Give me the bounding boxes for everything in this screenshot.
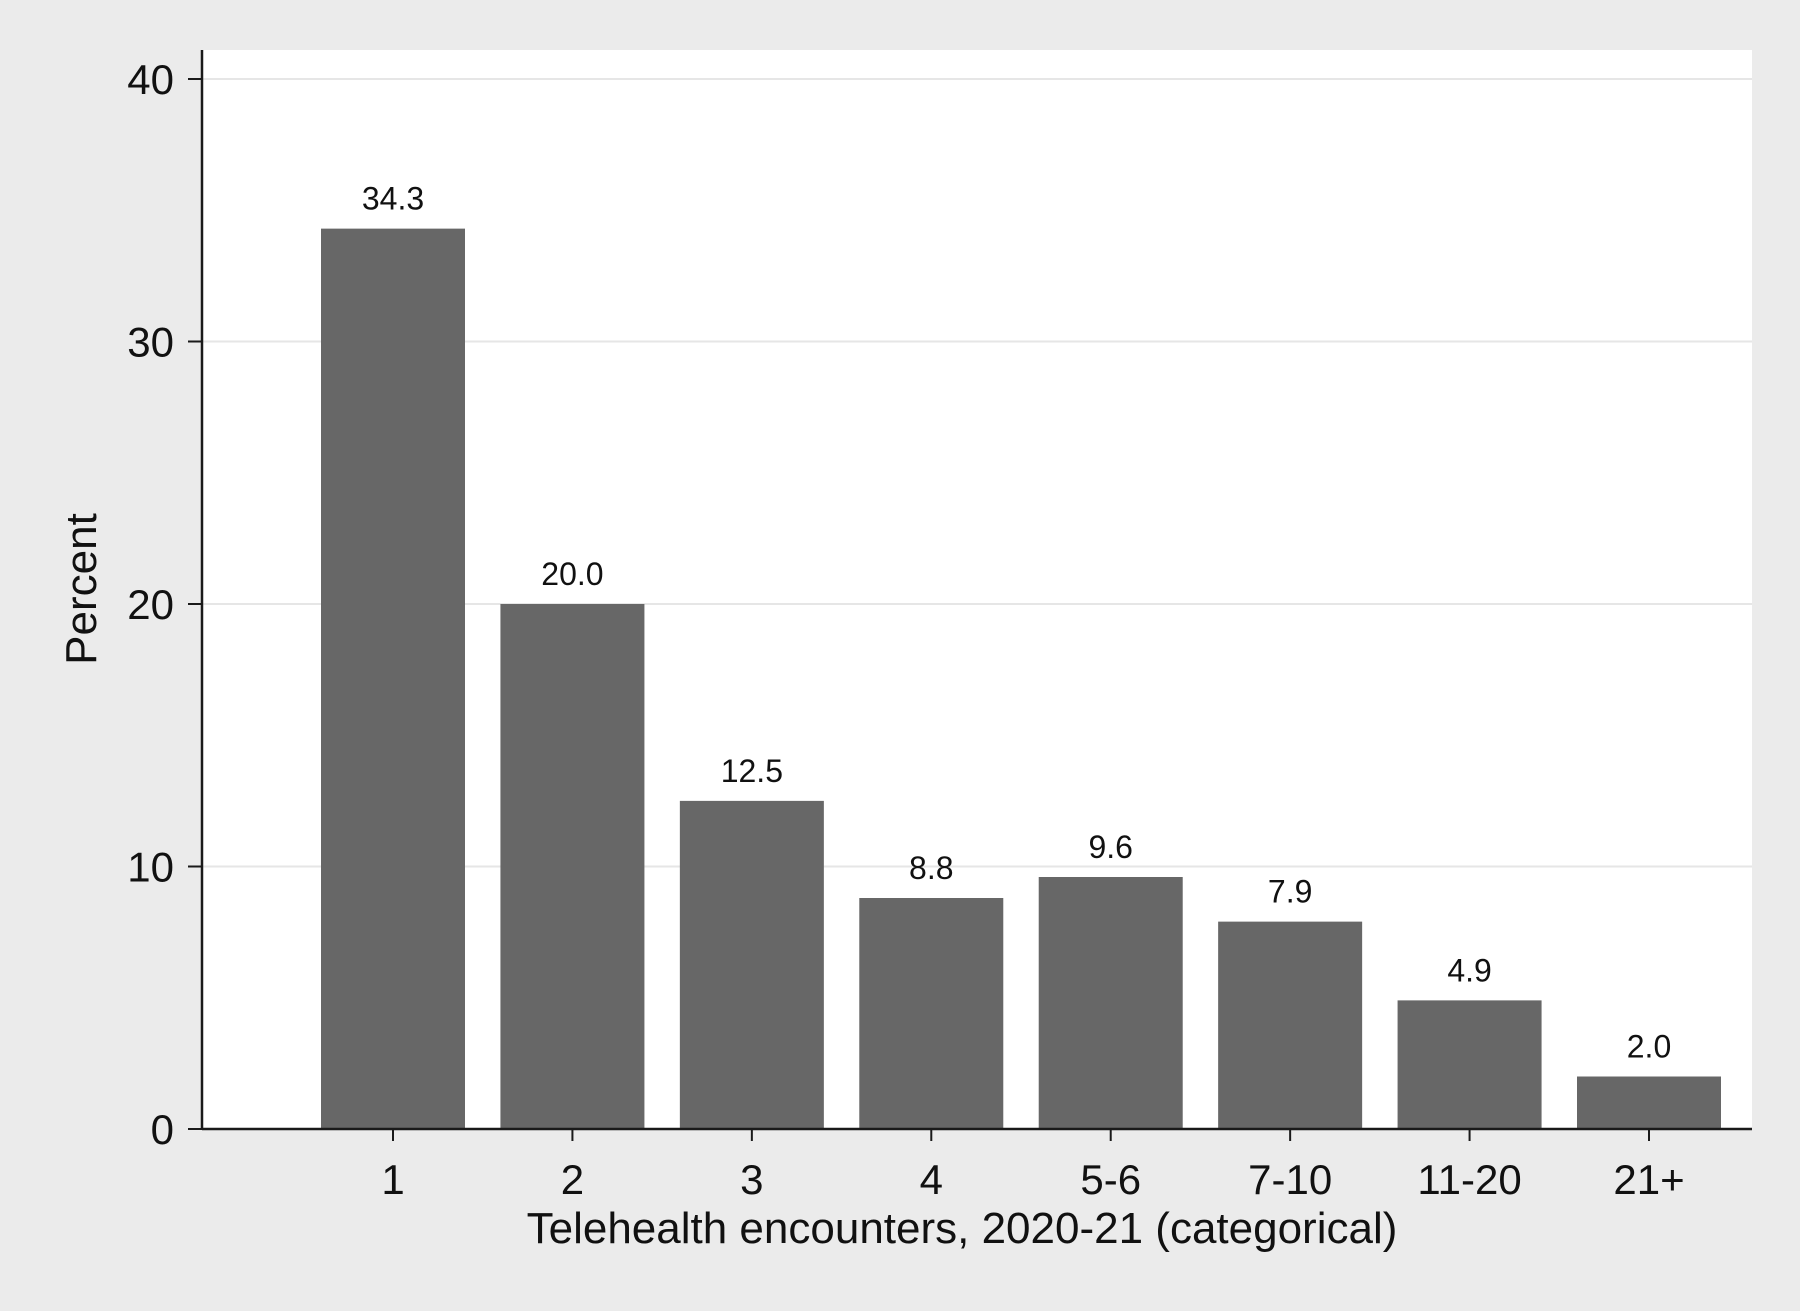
bar-5-6 [1038,877,1183,1129]
x-axis-title: Telehealth encounters, 2020-21 (categori… [527,1204,1398,1253]
y-tick-label-20: 20 [127,581,174,628]
y-tick-label-40: 40 [127,56,174,103]
bar-11-20 [1397,1000,1542,1129]
x-tick-label-3: 3 [740,1156,763,1203]
data-labels: 34.3 20.0 12.5 8.8 9.6 7.9 4.9 2.0 [362,181,1671,1065]
x-tick-label-21+: 21+ [1613,1156,1684,1203]
x-tick-label-2: 2 [561,1156,584,1203]
y-axis-ticks: 0 10 20 30 40 [127,56,202,1153]
bar-7-10 [1218,921,1363,1129]
y-tick-label-30: 30 [127,319,174,366]
data-label-7-10: 7.9 [1268,874,1312,910]
data-label-2: 20.0 [541,556,603,592]
bars [321,228,1721,1129]
y-tick-label-10: 10 [127,844,174,891]
x-tick-label-5-6: 5-6 [1080,1156,1141,1203]
bar-1 [321,228,465,1129]
data-label-11-20: 4.9 [1447,952,1491,988]
bar-3 [679,800,824,1129]
data-label-5-6: 9.6 [1088,829,1132,865]
bar-2 [500,604,645,1129]
y-axis-title: Percent [57,513,106,665]
bar-21+ [1577,1076,1721,1129]
axes [200,50,1752,1131]
x-tick-label-7-10: 7-10 [1248,1156,1332,1203]
bar-4 [859,898,1004,1129]
data-label-21+: 2.0 [1627,1029,1671,1065]
data-label-1: 34.3 [362,181,424,217]
x-tick-label-11-20: 11-20 [1417,1156,1521,1203]
data-label-4: 8.8 [909,850,953,886]
data-label-3: 12.5 [721,753,783,789]
x-axis-ticks: 1 2 3 4 5-6 7-10 11-20 21+ [381,1129,1685,1203]
x-tick-label-4: 4 [920,1156,943,1203]
y-tick-label-0: 0 [151,1106,174,1153]
x-tick-label-1: 1 [381,1156,404,1203]
